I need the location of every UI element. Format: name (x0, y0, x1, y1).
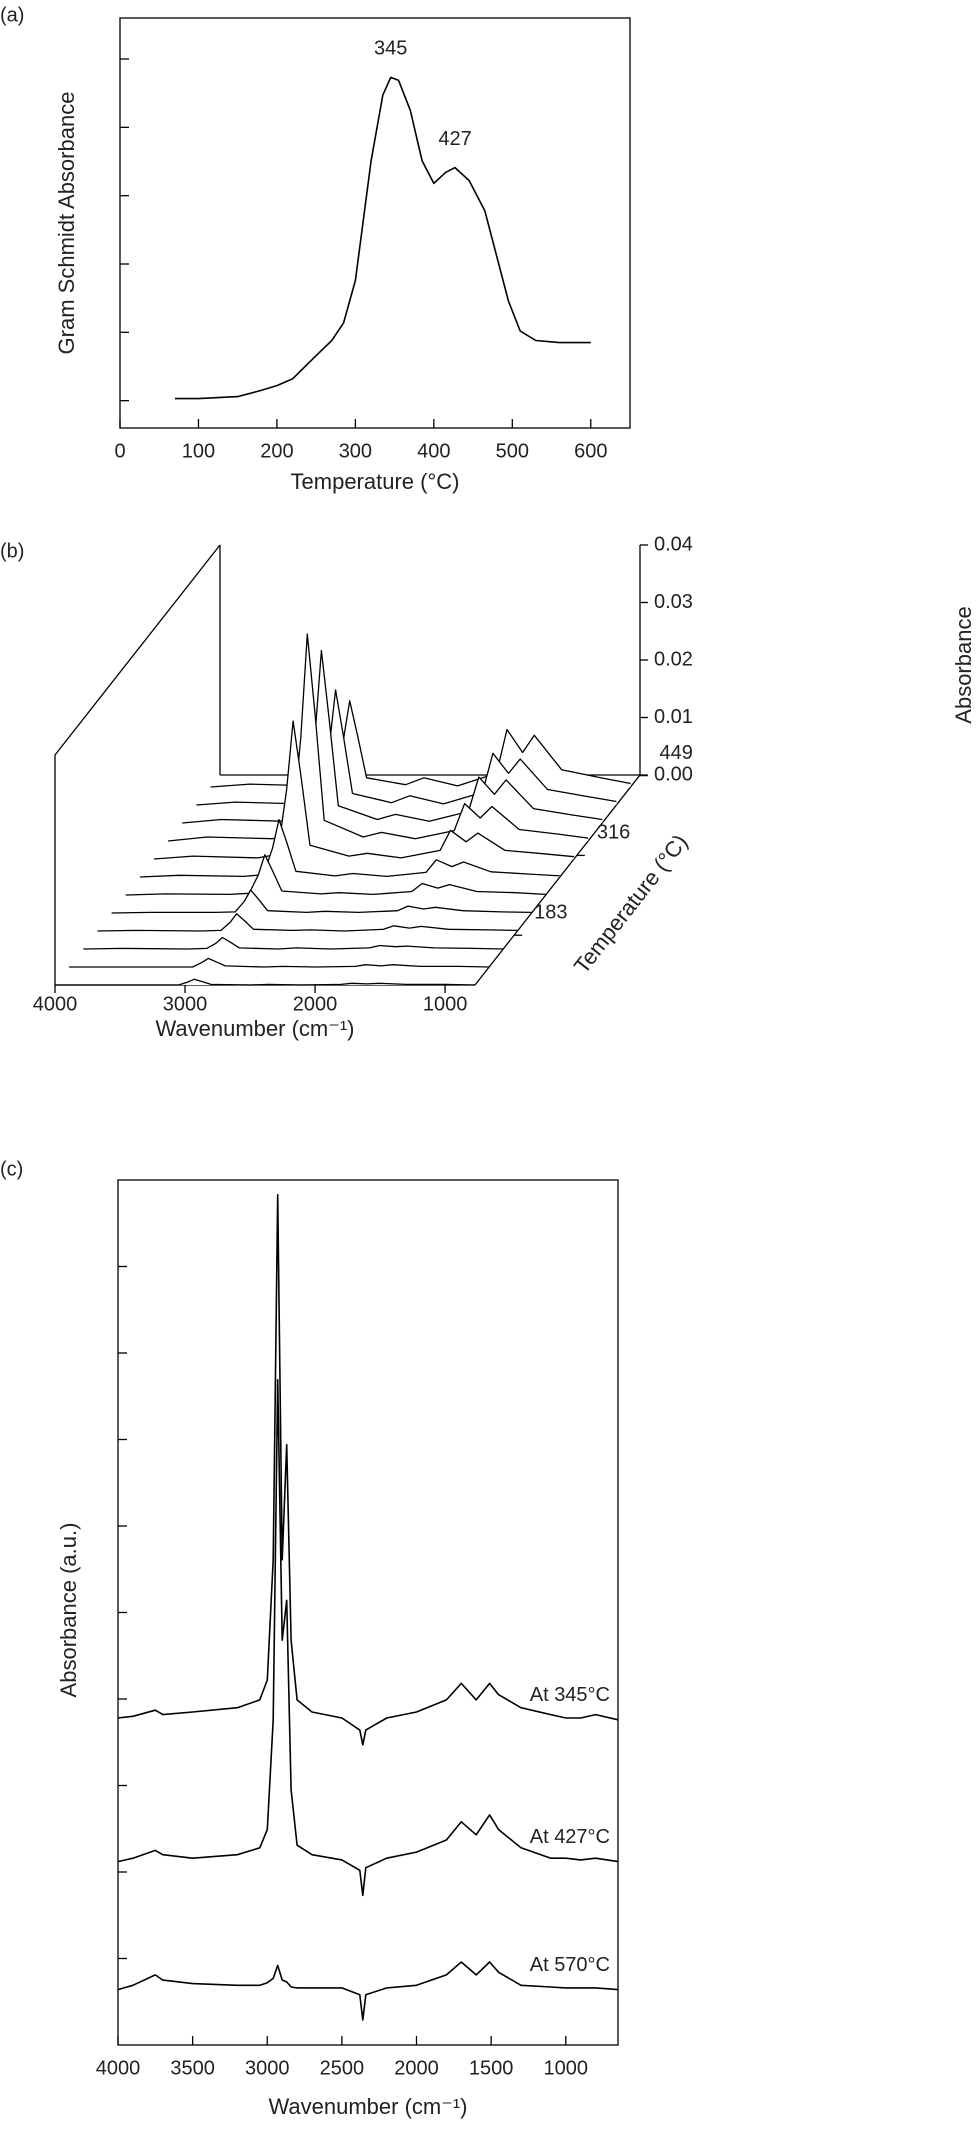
trace (83, 936, 504, 950)
z-tick-label: 183 (534, 901, 567, 923)
x-tick-label: 2000 (394, 2057, 439, 2079)
series-label: At 570°C (530, 1954, 610, 1976)
x-axis-label: Temperature (°C) (291, 469, 460, 494)
y-tick-label: 0.04 (654, 533, 693, 555)
data-line (117, 1193, 619, 1746)
trace (69, 957, 490, 968)
series-label: At 345°C (530, 1684, 610, 1706)
trace (97, 913, 518, 932)
x-tick-label: 100 (182, 440, 215, 462)
data-line (117, 1379, 619, 1897)
axis-line (474, 774, 641, 986)
data-line (117, 1961, 619, 2021)
x-axis-label: Wavenumber (cm⁻¹) (155, 1016, 354, 1041)
x-tick-label: 3000 (245, 2057, 290, 2079)
y-axis-label: Absorbance (a.u.) (56, 1523, 81, 1698)
y-axis-label: Absorbance (951, 606, 976, 723)
x-tick-label: 3000 (163, 993, 208, 1015)
trace-line (111, 889, 532, 914)
trace (125, 854, 546, 896)
x-tick-label: 3500 (170, 2057, 215, 2079)
data-line (174, 76, 591, 400)
y-tick-label: 0.00 (654, 763, 693, 785)
y-tick-label: 0.03 (654, 591, 693, 613)
series-label: At 427°C (530, 1826, 610, 1848)
trace-mask (69, 958, 490, 967)
z-tick-label: 316 (597, 822, 630, 844)
panel-label: (b) (0, 540, 24, 562)
trace-mask (83, 937, 504, 949)
plot-frame (117, 1179, 619, 2046)
y-tick-label: 0.01 (654, 706, 693, 728)
x-axis-label: Wavenumber (cm⁻¹) (268, 2094, 467, 2119)
x-tick-label: 500 (496, 440, 529, 462)
x-tick-label: 0 (114, 440, 125, 462)
peak-annotation: 427 (438, 128, 471, 150)
axis-line (54, 544, 221, 756)
trace-line (69, 957, 490, 968)
x-tick-label: 4000 (33, 993, 78, 1015)
trace-line (83, 936, 504, 950)
trace-line (97, 913, 518, 932)
peak-annotation: 345 (374, 38, 407, 60)
trace (55, 978, 476, 986)
trace-line (55, 978, 476, 986)
x-tick-label: 4000 (96, 2057, 141, 2079)
x-tick-label: 1000 (423, 993, 468, 1015)
x-tick-label: 300 (339, 440, 372, 462)
trace-mask (196, 690, 617, 805)
x-tick-label: 600 (574, 440, 607, 462)
x-tick-label: 2000 (293, 993, 338, 1015)
panel-label: (c) (0, 1158, 23, 1180)
trace-mask (210, 700, 631, 787)
x-tick-label: 1000 (544, 2057, 589, 2079)
x-tick-label: 1500 (469, 2057, 514, 2079)
trace-line (196, 689, 617, 806)
trace-line (125, 854, 546, 896)
y-axis-label: Gram Schmidt Absorbance (54, 92, 79, 355)
y-tick-label: 0.02 (654, 648, 693, 670)
trace (111, 889, 532, 914)
z-tick-label: 449 (660, 742, 693, 764)
x-tick-label: 2500 (320, 2057, 365, 2079)
trace (196, 689, 617, 806)
plot-frame (119, 17, 631, 429)
x-tick-label: 200 (260, 440, 293, 462)
trace-mask (97, 913, 518, 931)
z-axis-label: Temperature (°C) (569, 830, 693, 979)
panel-label: (a) (0, 4, 24, 26)
trace (210, 700, 631, 788)
x-tick-label: 400 (417, 440, 450, 462)
